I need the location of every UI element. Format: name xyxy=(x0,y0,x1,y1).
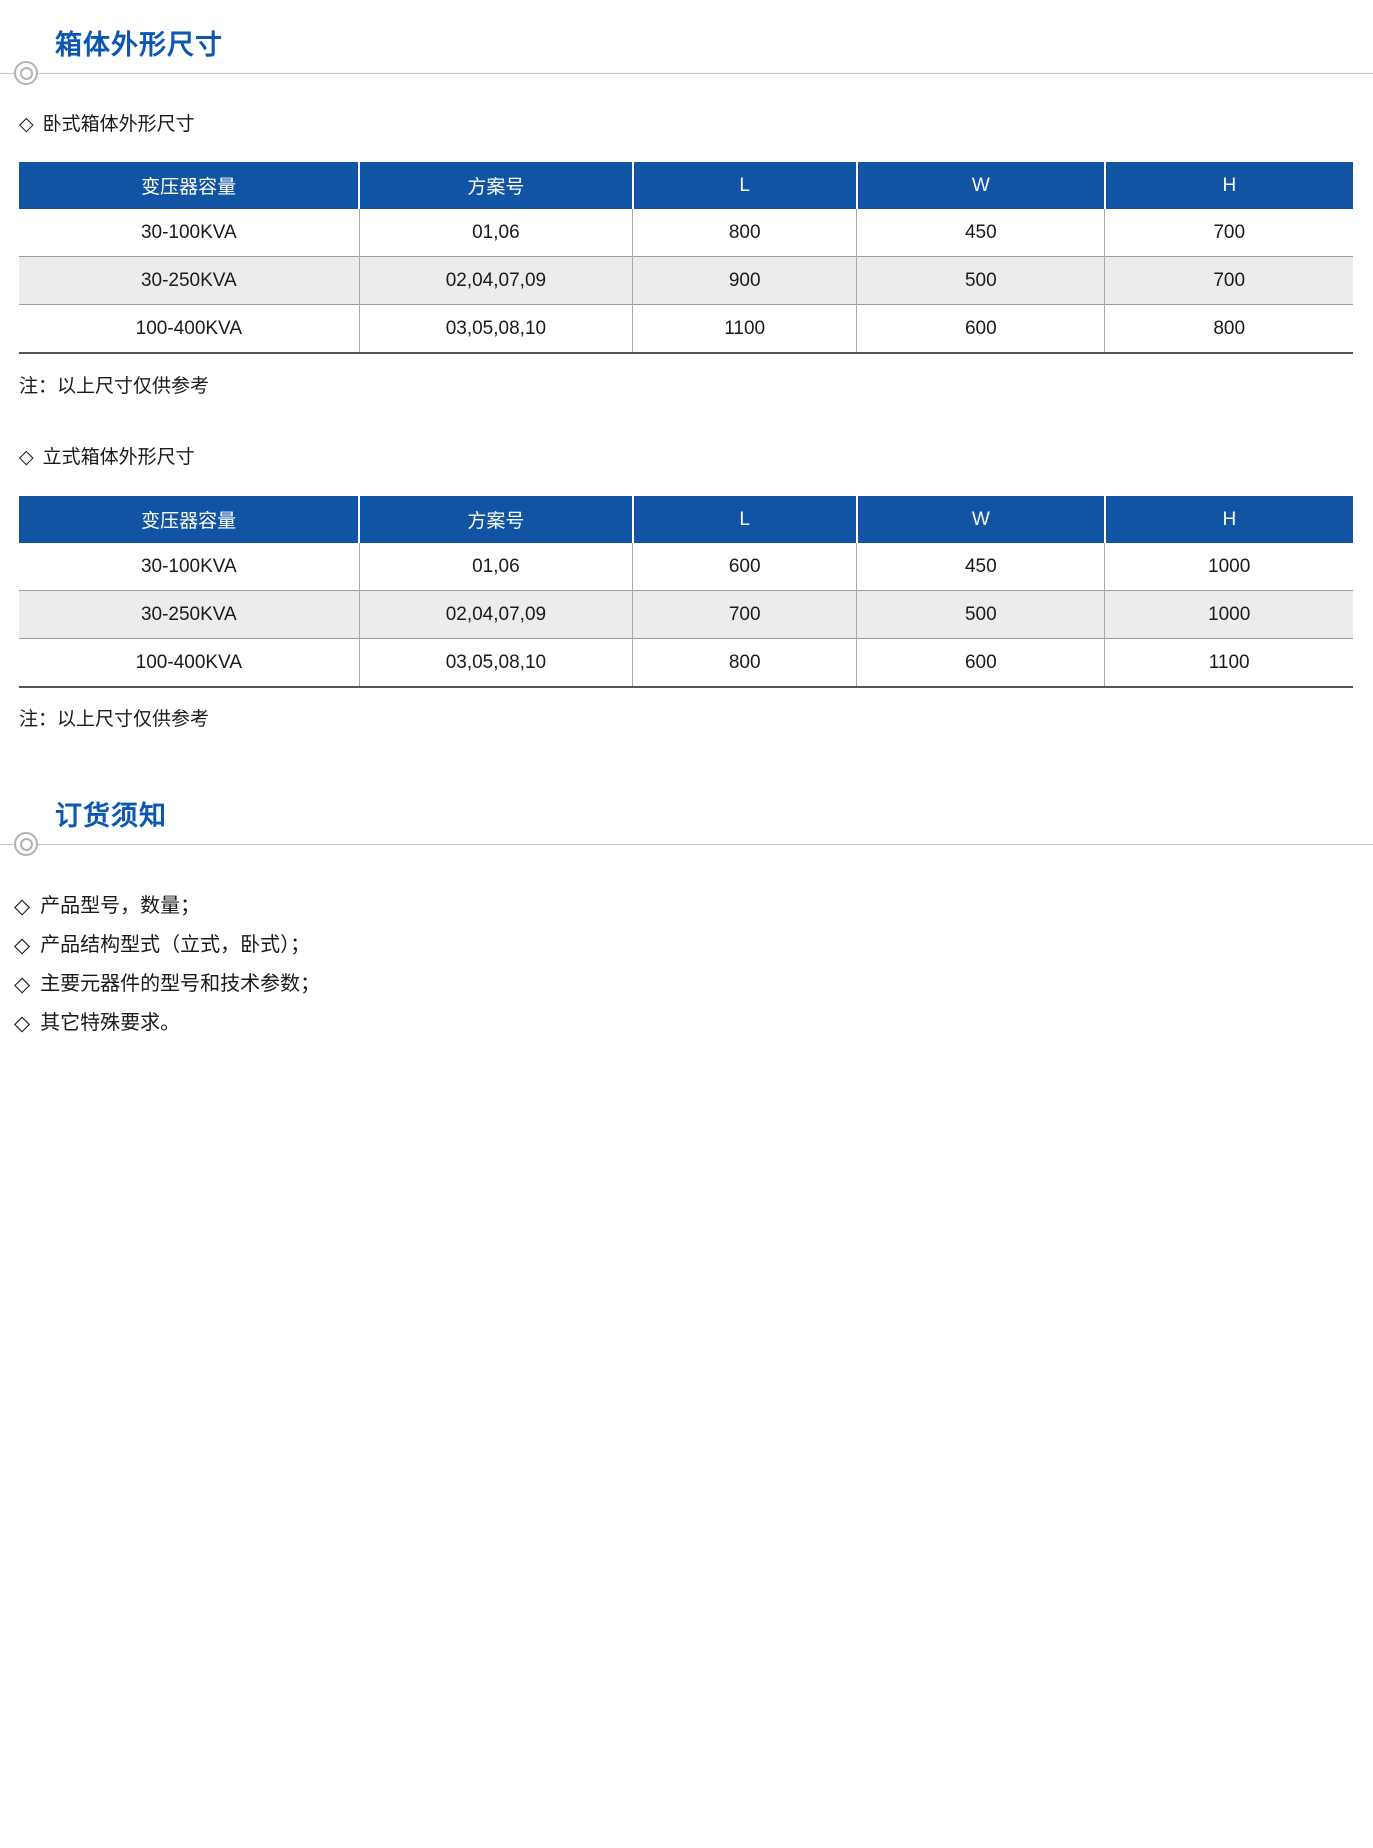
diamond-bullet-icon: ◇ xyxy=(19,447,34,468)
table-cell: 1000 xyxy=(1104,590,1353,639)
col-header-scheme: 方案号 xyxy=(358,496,633,543)
table-row: 100-400KVA 03,05,08,10 1100 600 800 xyxy=(19,304,1353,353)
table-cell: 450 xyxy=(856,209,1105,257)
table-cell: 700 xyxy=(1104,209,1353,257)
section-header-dimensions: 箱体外形尺寸 xyxy=(0,30,1373,88)
table-header-row: 变压器容量 方案号 L W H xyxy=(19,496,1353,543)
table-cell: 700 xyxy=(1104,256,1353,305)
col-header-h: H xyxy=(1103,496,1353,543)
table-cell: 100-400KVA xyxy=(19,304,360,353)
col-header-capacity: 变压器容量 xyxy=(19,162,360,209)
subsection-label-text: 卧式箱体外形尺寸 xyxy=(42,114,195,135)
subsection-label-text: 立式箱体外形尺寸 xyxy=(42,447,195,468)
section-title-ordering: 订货须知 xyxy=(55,801,167,831)
section-header-ordering: 订货须知 xyxy=(0,801,1373,859)
table-cell: 02,04,07,09 xyxy=(358,590,633,639)
vertical-dimensions-table: 变压器容量 方案号 L W H 30-100KVA 01,06 600 450 … xyxy=(19,496,1353,688)
ring-inner-icon xyxy=(19,837,33,851)
table-cell: 30-100KVA xyxy=(19,543,360,591)
order-item-text: 产品型号，数量； xyxy=(40,895,201,917)
horizontal-dimensions-table: 变压器容量 方案号 L W H 30-100KVA 01,06 800 450 … xyxy=(19,162,1353,354)
diamond-bullet-icon: ◇ xyxy=(14,934,31,957)
ring-decoration-icon xyxy=(14,832,38,856)
order-item-text: 产品结构型式（立式，卧式）； xyxy=(40,934,311,956)
table-cell: 800 xyxy=(1104,304,1353,353)
col-header-l: L xyxy=(631,496,857,543)
diamond-bullet-icon: ◇ xyxy=(14,973,31,996)
diamond-bullet-icon: ◇ xyxy=(19,114,34,135)
table-row: 30-250KVA 02,04,07,09 900 500 700 xyxy=(19,256,1353,305)
table-cell: 30-250KVA xyxy=(19,590,360,639)
table-cell: 600 xyxy=(856,304,1105,353)
table-cell: 01,06 xyxy=(358,209,633,257)
col-header-h: H xyxy=(1103,162,1353,209)
col-header-capacity: 变压器容量 xyxy=(19,496,360,543)
order-item: ◇ 产品型号，数量； xyxy=(14,887,1353,926)
table-cell: 02,04,07,09 xyxy=(358,256,633,305)
order-item: ◇ 产品结构型式（立式，卧式）； xyxy=(14,926,1353,965)
dimensions-content: ◇ 卧式箱体外形尺寸 变压器容量 方案号 L W H 30-100KVA 01,… xyxy=(0,114,1373,731)
col-header-l: L xyxy=(631,162,857,209)
table-cell: 01,06 xyxy=(358,543,633,591)
table-cell: 1100 xyxy=(632,304,857,353)
table-cell: 30-250KVA xyxy=(19,256,360,305)
reference-note: 注：以上尺寸仅供参考 xyxy=(19,376,210,397)
col-header-scheme: 方案号 xyxy=(358,162,633,209)
table-row: 30-100KVA 01,06 800 450 700 xyxy=(19,209,1353,257)
table-cell: 30-100KVA xyxy=(19,209,360,257)
table-cell: 600 xyxy=(856,638,1105,687)
table-cell: 1100 xyxy=(1104,638,1353,687)
subsection-label-vertical: ◇ 立式箱体外形尺寸 xyxy=(19,447,1353,469)
diamond-bullet-icon: ◇ xyxy=(14,895,31,918)
subsection-label-horizontal: ◇ 卧式箱体外形尺寸 xyxy=(19,114,1353,136)
order-item-text: 主要元器件的型号和技术参数； xyxy=(40,973,321,995)
diamond-bullet-icon: ◇ xyxy=(14,1012,31,1035)
section-divider xyxy=(0,61,1373,88)
reference-note: 注：以上尺寸仅供参考 xyxy=(19,709,210,730)
table-cell: 900 xyxy=(632,256,857,305)
table-cell: 800 xyxy=(632,209,857,257)
col-header-w: W xyxy=(855,496,1105,543)
table-cell: 800 xyxy=(632,638,857,687)
col-header-w: W xyxy=(855,162,1105,209)
order-item: ◇ 主要元器件的型号和技术参数； xyxy=(14,965,1353,1004)
table-cell: 500 xyxy=(856,590,1105,639)
ring-decoration-icon xyxy=(14,61,38,85)
table-header-row: 变压器容量 方案号 L W H xyxy=(19,162,1353,209)
ordering-items-list: ◇ 产品型号，数量； ◇ 产品结构型式（立式，卧式）； ◇ 主要元器件的型号和技… xyxy=(0,887,1373,1043)
order-item: ◇ 其它特殊要求。 xyxy=(14,1004,1353,1043)
order-item-text: 其它特殊要求。 xyxy=(40,1012,181,1034)
table-cell: 700 xyxy=(632,590,857,639)
ring-inner-icon xyxy=(19,66,33,80)
table-cell: 1000 xyxy=(1104,543,1353,591)
section-divider xyxy=(0,832,1373,859)
table-cell: 03,05,08,10 xyxy=(358,304,633,353)
section-title-dimensions: 箱体外形尺寸 xyxy=(55,30,223,60)
table-row: 30-100KVA 01,06 600 450 1000 xyxy=(19,543,1353,591)
table-cell: 600 xyxy=(632,543,857,591)
table-row: 100-400KVA 03,05,08,10 800 600 1100 xyxy=(19,638,1353,687)
table-row: 30-250KVA 02,04,07,09 700 500 1000 xyxy=(19,590,1353,639)
table-cell: 500 xyxy=(856,256,1105,305)
table-cell: 450 xyxy=(856,543,1105,591)
table-cell: 100-400KVA xyxy=(19,638,360,687)
table-cell: 03,05,08,10 xyxy=(358,638,633,687)
